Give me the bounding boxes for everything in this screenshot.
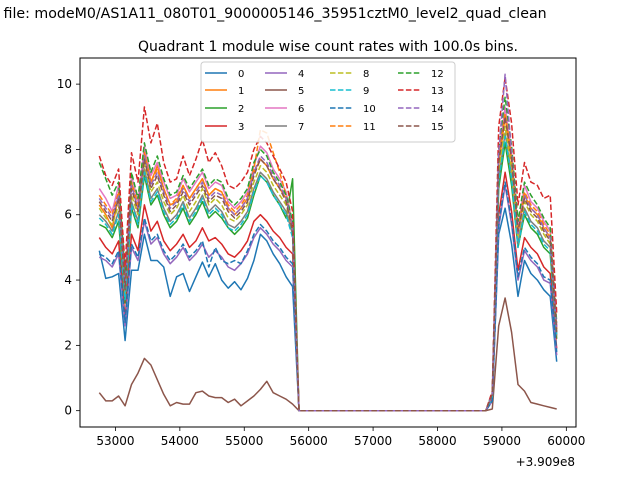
plot-area (98, 73, 558, 412)
x-tick-label: 54000 (161, 434, 199, 448)
legend-label-13: 13 (431, 86, 444, 97)
x-tick-label: 56000 (290, 434, 328, 448)
legend-label-14: 14 (431, 104, 444, 115)
legend-label-2: 2 (238, 104, 244, 115)
legend-label-1: 1 (238, 86, 244, 97)
legend-label-4: 4 (298, 69, 304, 80)
series-line-12 (98, 96, 558, 412)
x-tick-label: 59000 (483, 434, 521, 448)
legend-label-9: 9 (363, 86, 369, 97)
series-line-14 (98, 73, 558, 412)
x-tick-label: 57000 (354, 434, 392, 448)
legend-label-15: 15 (431, 122, 444, 133)
x-axis: 53000 54000 55000 56000 57000 58000 59000 60000 (96, 427, 585, 448)
legend-label-10: 10 (363, 104, 376, 115)
y-tick-label: 8 (64, 142, 72, 156)
x-tick-label: 60000 (547, 434, 585, 448)
series-line-6 (98, 106, 558, 412)
y-tick-label: 4 (64, 273, 72, 287)
legend-label-8: 8 (363, 69, 369, 80)
x-offset-label: +3.909e8 (516, 455, 575, 469)
axes-frame (79, 57, 577, 428)
legend-label-5: 5 (298, 86, 304, 97)
legend-box (200, 61, 456, 143)
y-tick-label: 2 (64, 338, 72, 352)
series-line-1 (98, 116, 558, 412)
legend-label-0: 0 (238, 69, 244, 80)
legend-label-3: 3 (238, 122, 244, 133)
series-line-2 (98, 142, 558, 412)
legend-label-11: 11 (363, 122, 376, 133)
legend-label-7: 7 (298, 122, 304, 133)
y-tick-label: 6 (64, 208, 72, 222)
series-line-15 (98, 116, 558, 412)
series-line-3 (98, 171, 558, 412)
figure-suptitle: n file: modeM0/AS1A11_080T01_9000005146_… (0, 6, 547, 22)
series-line-5 (98, 297, 557, 412)
y-axis: 0 2 4 6 8 10 (57, 77, 80, 418)
y-tick-label: 0 (64, 404, 72, 418)
series-line-8 (98, 125, 558, 412)
legend-label-12: 12 (431, 69, 444, 80)
x-tick-label: 58000 (418, 434, 456, 448)
y-tick-label: 10 (57, 77, 72, 91)
chart-title: Quadrant 1 module wise count rates with … (138, 39, 518, 55)
series-line-11 (98, 112, 558, 412)
legend-label-6: 6 (298, 104, 304, 115)
series-line-9 (98, 135, 558, 412)
series-line-0 (98, 207, 558, 412)
x-tick-label: 53000 (96, 434, 134, 448)
x-tick-label: 55000 (225, 434, 263, 448)
